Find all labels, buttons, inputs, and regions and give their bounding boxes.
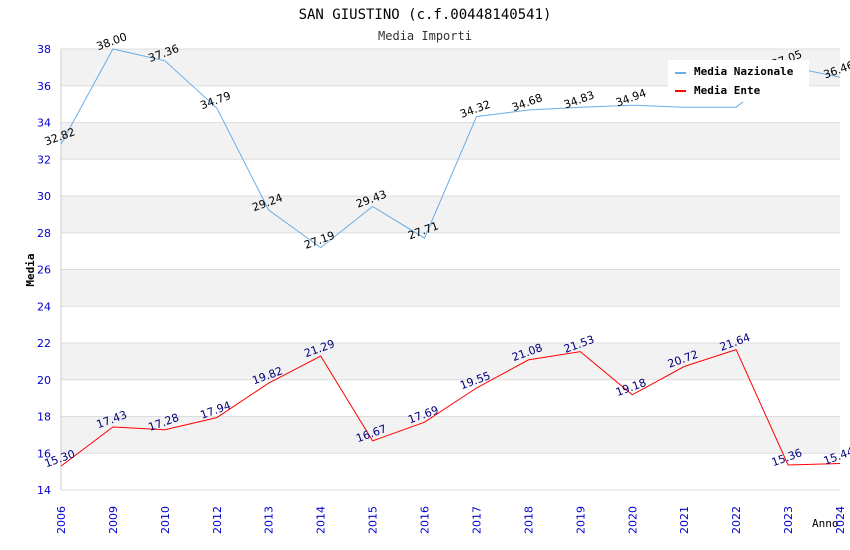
series-line-media-nazionale: [60, 48, 841, 249]
x-tick-label: 2021: [678, 506, 691, 534]
x-tick-label: 2022: [730, 506, 743, 534]
y-axis-label: Media: [24, 253, 37, 286]
x-tick-label: 2023: [782, 506, 795, 534]
y-tick-label: 36: [37, 80, 51, 93]
x-tick-label: 2020: [626, 506, 639, 534]
plot-band: [61, 306, 840, 343]
chart-subtitle: Media Importi: [378, 29, 472, 43]
x-tick-label: 2006: [55, 506, 68, 534]
y-tick-label: 16: [37, 447, 51, 460]
plot-band: [61, 416, 840, 454]
x-tick-label: 2013: [263, 506, 276, 534]
plot-band: [61, 196, 840, 233]
x-tick-label: 2016: [419, 506, 432, 534]
plot-band: [61, 269, 840, 307]
x-tick-label: 2015: [367, 506, 380, 534]
y-tick-label: 24: [37, 300, 51, 313]
x-axis-label: Anno: [812, 517, 839, 530]
y-tick-label: 30: [37, 190, 51, 203]
x-tick-label: 2018: [522, 506, 535, 534]
y-tick-label: 22: [37, 337, 51, 350]
y-tick-label: 26: [37, 264, 51, 277]
x-tick-label: 2012: [211, 506, 224, 534]
plot-band: [61, 379, 840, 417]
chart-title: SAN GIUSTINO (c.f.00448140541): [299, 7, 552, 23]
legend-box: [668, 60, 809, 102]
series-line-media-ente: [60, 348, 841, 467]
x-axis: 2006 2009 2010 2012 2013 2014 2015 2016 2017 2018…: [55, 506, 847, 534]
x-tick-label: 2010: [159, 506, 172, 534]
plot-bands: [60, 48, 840, 491]
x-tick-label: 2024: [834, 506, 847, 534]
legend-label-media-nazionale: Media Nazionale: [694, 65, 794, 78]
plot-band: [61, 122, 840, 160]
x-tick-label: 2019: [574, 506, 587, 534]
y-tick-label: 38: [37, 43, 51, 56]
x-tick-label: 2017: [470, 506, 483, 534]
y-tick-label: 28: [37, 227, 51, 240]
legend: Media Nazionale Media Ente: [668, 60, 809, 102]
y-tick-label: 34: [37, 117, 51, 130]
series-lines: [60, 48, 841, 467]
legend-label-media-ente: Media Ente: [694, 84, 761, 97]
x-tick-label: 2009: [107, 506, 120, 534]
y-tick-label: 32: [37, 153, 51, 166]
y-tick-label: 20: [37, 374, 51, 387]
plot-band: [61, 343, 840, 380]
x-tick-label: 2014: [315, 506, 328, 534]
y-tick-label: 18: [37, 411, 51, 424]
y-tick-label: 14: [37, 484, 51, 497]
plot-band: [61, 232, 840, 270]
plot-band: [61, 453, 840, 490]
y-axis: 14 16 18 20 22 24 26 28 30 32 34 36 38: [37, 43, 51, 497]
